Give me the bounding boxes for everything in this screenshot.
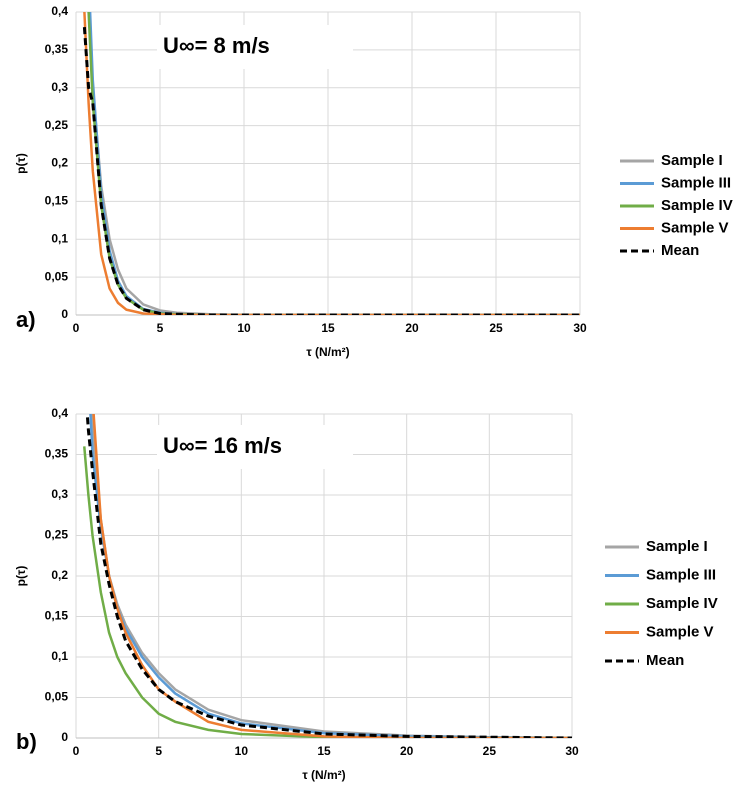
legend-label: Mean bbox=[661, 242, 699, 259]
data-line bbox=[83, 12, 580, 315]
y-tick-label: 0,35 bbox=[45, 42, 69, 56]
y-tick-label: 0,3 bbox=[51, 80, 68, 94]
x-tick-label: 30 bbox=[565, 744, 579, 758]
y-tick-label: 0 bbox=[61, 730, 68, 744]
x-axis-label: τ (N/m²) bbox=[306, 345, 349, 359]
y-tick-label: 0 bbox=[61, 307, 68, 321]
legend-label: Sample I bbox=[661, 152, 723, 169]
annotation: U∞= 16 m/s bbox=[163, 433, 282, 458]
x-axis-label: τ (N/m²) bbox=[302, 768, 345, 782]
x-tick-label: 0 bbox=[73, 744, 80, 758]
x-tick-label: 15 bbox=[321, 321, 335, 335]
legend-label: Sample V bbox=[661, 219, 729, 236]
y-tick-label: 0,15 bbox=[45, 609, 69, 623]
y-tick-label: 0,05 bbox=[45, 269, 69, 283]
x-tick-label: 15 bbox=[317, 744, 331, 758]
y-tick-label: 0,2 bbox=[51, 568, 68, 582]
annotation: U∞= 8 m/s bbox=[163, 33, 270, 58]
legend-label: Sample IV bbox=[646, 595, 718, 612]
y-tick-label: 0,15 bbox=[45, 194, 69, 208]
y-axis-label: p(τ) bbox=[14, 566, 28, 587]
legend-label: Sample I bbox=[646, 538, 708, 555]
x-tick-label: 20 bbox=[405, 321, 419, 335]
subplot: 0 0,05 0,1 0,15 0,2 0,25 0,3 0,35 0,4 0 5 10 15 20 25 3… bbox=[14, 406, 718, 782]
panel-label: b) bbox=[16, 729, 37, 754]
x-tick-label: 25 bbox=[483, 744, 497, 758]
y-tick-label: 0,1 bbox=[51, 649, 68, 663]
y-tick-label: 0,05 bbox=[45, 690, 69, 704]
legend-label: Sample III bbox=[661, 174, 731, 191]
y-tick-label: 0,4 bbox=[51, 4, 68, 18]
data-line bbox=[82, 27, 580, 315]
x-tick-label: 0 bbox=[73, 321, 80, 335]
data-line bbox=[83, 446, 572, 738]
x-tick-label: 25 bbox=[489, 321, 503, 335]
data-line bbox=[85, 414, 572, 738]
subplot: 0 0,05 0,1 0,15 0,2 0,25 0,3 0,35 0,4 0 5 10 15 20 25 3… bbox=[14, 4, 733, 359]
panel-label: a) bbox=[16, 307, 36, 332]
y-tick-label: 0,2 bbox=[51, 156, 68, 170]
legend-label: Sample III bbox=[646, 566, 716, 583]
annotation-bg bbox=[157, 425, 353, 469]
y-tick-label: 0,35 bbox=[45, 447, 69, 461]
x-tick-label: 30 bbox=[573, 321, 587, 335]
x-tick-label: 10 bbox=[235, 744, 249, 758]
legend-label: Sample V bbox=[646, 623, 714, 640]
y-tick-label: 0,25 bbox=[45, 528, 69, 542]
y-tick-label: 0,25 bbox=[45, 118, 69, 132]
annotation-bg bbox=[157, 25, 353, 69]
legend-label: Mean bbox=[646, 652, 684, 669]
x-tick-label: 10 bbox=[237, 321, 251, 335]
y-tick-label: 0,4 bbox=[51, 406, 68, 420]
x-tick-label: 20 bbox=[400, 744, 414, 758]
x-tick-label: 5 bbox=[155, 744, 162, 758]
data-line bbox=[92, 414, 572, 738]
x-tick-label: 5 bbox=[157, 321, 164, 335]
y-tick-label: 0,1 bbox=[51, 231, 68, 245]
y-tick-label: 0,3 bbox=[51, 487, 68, 501]
y-axis-label: p(τ) bbox=[14, 153, 28, 174]
legend-label: Sample IV bbox=[661, 197, 733, 214]
